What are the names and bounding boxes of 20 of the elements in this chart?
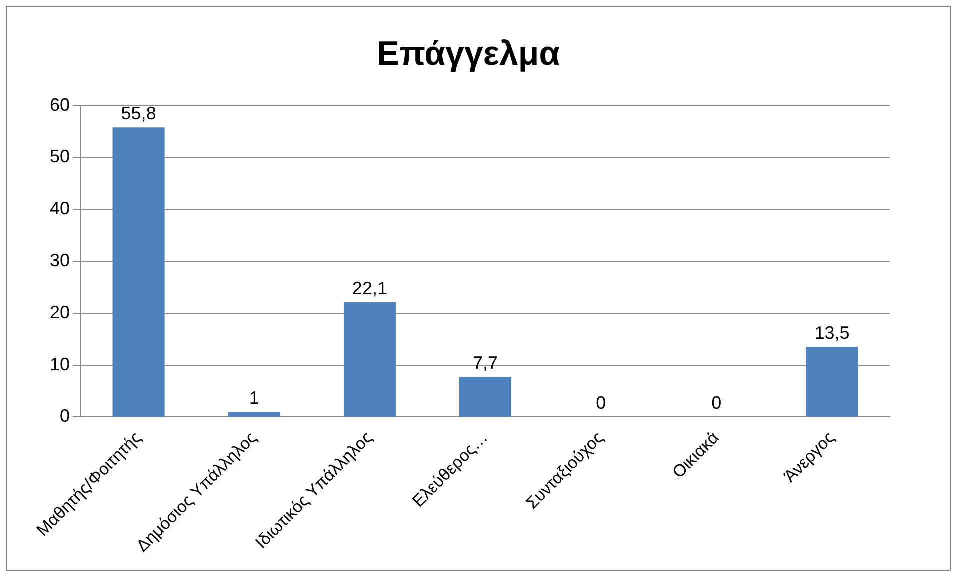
y-tick-label: 40 [50,198,70,219]
y-tick-label: 30 [50,250,70,270]
data-label: 7,7 [472,353,498,374]
y-tick-label: 10 [50,354,70,374]
data-label: 13,5 [814,323,850,344]
y-tick-label: 60 [50,94,70,115]
chart-title: Επάγγελμα [376,34,560,73]
bar [112,128,165,417]
y-tick-label: 50 [50,146,70,167]
bar [806,347,858,417]
bar [344,302,396,417]
bar [228,412,280,417]
data-label: 55,8 [121,104,156,124]
data-label: 1 [249,388,260,408]
data-label: 0 [712,393,722,414]
y-tick-label: 20 [50,302,70,322]
bar [460,377,512,417]
y-tick-label: 0 [60,406,70,426]
data-label: 22,1 [352,278,388,298]
data-label: 0 [596,393,606,414]
